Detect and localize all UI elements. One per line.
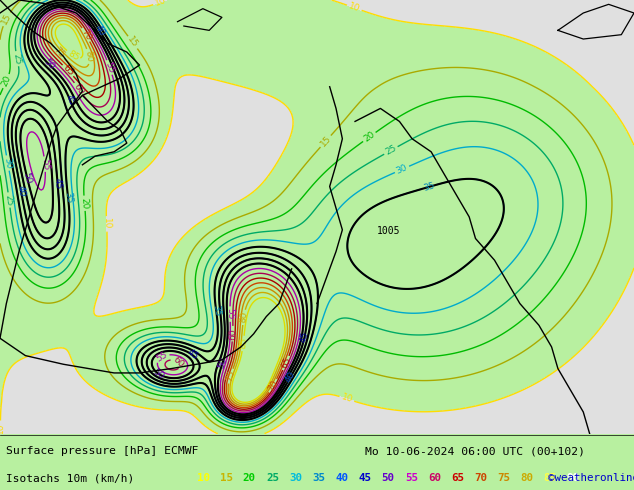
Text: 55: 55 <box>404 473 418 483</box>
Text: 75: 75 <box>224 369 236 383</box>
Text: 20: 20 <box>243 473 256 483</box>
Text: 65: 65 <box>61 63 75 78</box>
Text: ©weatheronline.co.uk: ©weatheronline.co.uk <box>548 473 634 483</box>
Text: 10: 10 <box>0 422 5 434</box>
Text: 10: 10 <box>347 1 361 14</box>
Text: Surface pressure [hPa] ECMWF: Surface pressure [hPa] ECMWF <box>6 446 199 456</box>
Text: 55: 55 <box>40 158 50 170</box>
Text: 45: 45 <box>53 178 63 190</box>
Text: 50: 50 <box>382 473 395 483</box>
Text: 10: 10 <box>153 0 167 8</box>
Text: 75: 75 <box>51 46 66 60</box>
Text: 30: 30 <box>289 473 302 483</box>
Text: 45: 45 <box>299 330 310 343</box>
Text: 15: 15 <box>0 12 13 26</box>
Text: 70: 70 <box>79 27 93 42</box>
Text: 10: 10 <box>102 218 112 230</box>
Text: 60: 60 <box>428 473 441 483</box>
Text: 20: 20 <box>0 74 13 88</box>
Text: 10: 10 <box>340 393 354 405</box>
Text: 75: 75 <box>497 473 510 483</box>
Text: 80: 80 <box>84 50 94 63</box>
Text: 60: 60 <box>228 328 237 340</box>
Text: 35: 35 <box>63 192 73 204</box>
Text: 65: 65 <box>280 356 292 370</box>
Text: 15: 15 <box>318 134 333 148</box>
Text: 70: 70 <box>266 379 280 393</box>
Text: 50: 50 <box>217 356 229 370</box>
Text: 85: 85 <box>543 473 557 483</box>
Text: 25: 25 <box>11 52 23 65</box>
Text: 50: 50 <box>22 172 33 185</box>
Text: 1005: 1005 <box>377 226 401 236</box>
Text: 20: 20 <box>80 197 89 209</box>
Text: Isotachs 10m (km/h): Isotachs 10m (km/h) <box>6 473 148 483</box>
Text: 25: 25 <box>266 473 279 483</box>
Text: 80: 80 <box>238 311 249 324</box>
Text: 15: 15 <box>126 35 139 49</box>
Text: 45: 45 <box>63 93 76 107</box>
Text: 80: 80 <box>521 473 534 483</box>
Text: 10: 10 <box>197 473 210 483</box>
Text: 30: 30 <box>395 163 409 176</box>
Text: 35: 35 <box>312 473 325 483</box>
Text: 40: 40 <box>284 370 297 384</box>
Text: 85: 85 <box>66 49 81 62</box>
Text: 35: 35 <box>422 181 436 193</box>
Text: 30: 30 <box>3 157 13 170</box>
Text: 70: 70 <box>474 473 488 483</box>
Text: 20: 20 <box>362 130 377 144</box>
Text: 25: 25 <box>384 144 398 157</box>
Text: Mo 10-06-2024 06:00 UTC (00+102): Mo 10-06-2024 06:00 UTC (00+102) <box>365 446 585 456</box>
Text: 45: 45 <box>359 473 372 483</box>
Text: 55: 55 <box>226 308 235 320</box>
Text: 45: 45 <box>185 348 200 362</box>
Text: 55: 55 <box>155 350 169 364</box>
Text: 40: 40 <box>335 473 349 483</box>
Text: 40: 40 <box>93 23 107 38</box>
Text: 35: 35 <box>211 305 221 317</box>
Text: 40: 40 <box>16 185 27 197</box>
Text: 90: 90 <box>567 473 580 483</box>
Text: 85: 85 <box>238 337 249 350</box>
Text: 55: 55 <box>103 60 116 74</box>
Text: 60: 60 <box>72 82 86 97</box>
Text: 60: 60 <box>171 355 185 369</box>
Text: 65: 65 <box>451 473 464 483</box>
Text: 25: 25 <box>4 194 14 206</box>
Text: 15: 15 <box>219 473 233 483</box>
Text: 50: 50 <box>42 57 56 72</box>
Text: 50: 50 <box>152 367 166 381</box>
